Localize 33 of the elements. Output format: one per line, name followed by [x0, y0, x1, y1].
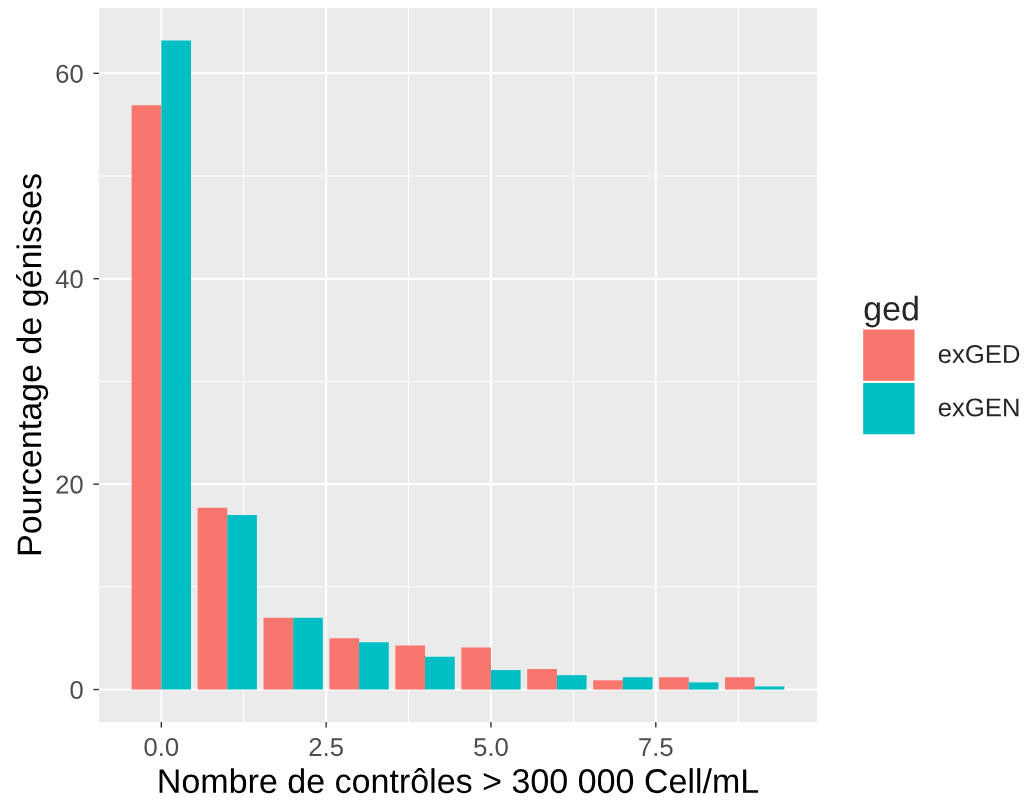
bar [490, 670, 521, 690]
bar [395, 645, 426, 690]
bar [329, 638, 360, 690]
bar [593, 680, 623, 690]
bar [293, 617, 323, 690]
bar [527, 669, 557, 690]
legend-label: exGED [938, 344, 1020, 364]
y-tick-label: 60 [56, 64, 83, 83]
legend-title: ged [864, 295, 918, 328]
bar [556, 675, 587, 690]
bar [659, 677, 689, 690]
bar [161, 40, 191, 690]
bar [197, 507, 228, 690]
bar [725, 677, 755, 690]
bar [263, 617, 294, 690]
bar [425, 656, 455, 690]
legend-label: exGEN [938, 398, 1019, 417]
y-tick-label: 20 [56, 475, 83, 494]
y-tick-label: 0 [70, 680, 83, 700]
bar [622, 677, 653, 690]
bar [131, 105, 162, 690]
bar [227, 514, 257, 690]
x-tick-label: 5.0 [474, 737, 508, 757]
bar [754, 686, 785, 690]
x-axis-title: Nombre de contrôles > 300 000 Cell/mL [159, 768, 759, 794]
y-axis-title: Pourcentage de génisses [16, 174, 49, 555]
x-tick-label: 0.0 [144, 737, 179, 757]
x-tick-label: 7.5 [639, 738, 673, 757]
x-tick-label: 2.5 [309, 737, 343, 757]
y-tick-label: 40 [55, 270, 83, 289]
bar [359, 642, 389, 690]
bar [461, 647, 491, 690]
bar [688, 682, 719, 690]
